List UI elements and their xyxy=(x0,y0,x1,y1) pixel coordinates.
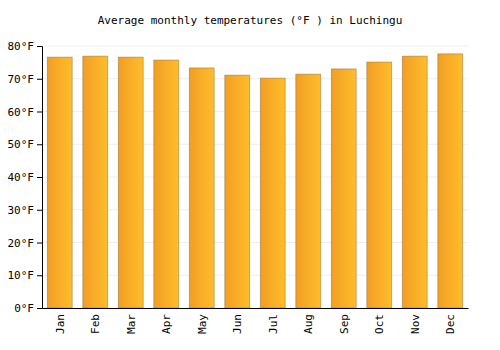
y-tick-label: 40°F xyxy=(8,171,35,184)
x-tick-label: May xyxy=(196,314,209,334)
y-tick-mark xyxy=(37,210,42,211)
bar xyxy=(154,60,179,308)
x-tick-label: Oct xyxy=(373,314,386,334)
y-tick-mark xyxy=(37,112,42,113)
bar xyxy=(189,68,214,308)
bar xyxy=(331,69,356,308)
x-tick: Jun xyxy=(231,308,244,334)
y-tick: 30°F xyxy=(8,204,43,217)
x-tick-label: Jun xyxy=(231,314,244,334)
y-tick: 0°F xyxy=(14,302,42,315)
y-axis: 0°F 10°F 20°F 30°F 40°F 50°F 60°F 70°F 80°F xyxy=(8,40,43,315)
bar xyxy=(438,54,463,308)
title: Average monthly temperatures (°F ) in Lu… xyxy=(98,14,403,27)
bar xyxy=(225,75,250,308)
x-tick: Jul xyxy=(267,308,280,334)
x-tick: Feb xyxy=(89,308,102,334)
y-tick-mark xyxy=(37,308,42,309)
y-tick: 60°F xyxy=(8,106,43,119)
y-tick-mark xyxy=(37,275,42,276)
y-tick-label: 60°F xyxy=(8,106,35,119)
x-tick: Apr xyxy=(160,308,173,334)
chart: Average monthly temperatures (°F ) in Lu… xyxy=(0,0,500,350)
x-tick: Jan xyxy=(54,308,67,334)
x-tick-label: Aug xyxy=(302,314,315,334)
bar xyxy=(260,78,285,308)
x-tick-label: Dec xyxy=(444,314,457,334)
y-tick-label: 50°F xyxy=(8,138,35,151)
y-tick: 40°F xyxy=(8,171,43,184)
y-tick-mark xyxy=(37,177,42,178)
bar xyxy=(83,56,108,308)
grid-line xyxy=(42,46,468,47)
grid xyxy=(42,46,468,308)
x-tick-label: Apr xyxy=(160,314,173,334)
x-tick-label: Sep xyxy=(338,314,351,334)
x-tick: Nov xyxy=(409,308,422,334)
plot: 0°F 10°F 20°F 30°F 40°F 50°F 60°F 70°F 80°F Jan Fe… xyxy=(8,40,469,334)
y-tick-mark xyxy=(37,243,42,244)
y-tick: 50°F xyxy=(8,138,43,151)
x-tick-label: Mar xyxy=(125,314,138,334)
y-tick-mark xyxy=(37,79,42,80)
bar xyxy=(296,74,321,308)
y-tick-label: 30°F xyxy=(8,204,35,217)
x-axis-line xyxy=(43,308,469,309)
x-tick-label: Nov xyxy=(409,314,422,334)
x-tick: Oct xyxy=(373,308,386,334)
x-axis: Jan Feb Mar Apr May Jun Jul Aug Sep Oct Nov Dec xyxy=(43,308,469,334)
y-tick-mark xyxy=(37,144,42,145)
bar xyxy=(47,57,72,308)
y-tick-label: 0°F xyxy=(14,302,34,315)
y-tick: 20°F xyxy=(8,237,43,250)
y-axis-line xyxy=(37,47,43,309)
x-tick: May xyxy=(196,308,209,334)
bar xyxy=(367,62,392,308)
y-tick: 10°F xyxy=(8,269,43,282)
y-tick: 70°F xyxy=(8,73,43,86)
bars xyxy=(47,54,462,308)
y-tick-label: 20°F xyxy=(8,237,35,250)
x-tick: Sep xyxy=(338,308,351,334)
x-tick: Mar xyxy=(125,308,138,334)
x-tick-label: Jul xyxy=(267,314,280,334)
x-tick: Aug xyxy=(302,308,315,334)
bar xyxy=(118,57,143,308)
y-tick-label: 10°F xyxy=(8,269,35,282)
x-tick-label: Feb xyxy=(89,314,102,334)
x-tick-label: Jan xyxy=(54,314,67,334)
x-tick: Dec xyxy=(444,308,457,334)
y-tick-label: 70°F xyxy=(8,73,35,86)
y-tick: 80°F xyxy=(8,40,43,53)
bar xyxy=(402,56,427,308)
y-tick-mark xyxy=(37,46,42,47)
y-tick-label: 80°F xyxy=(8,40,35,53)
